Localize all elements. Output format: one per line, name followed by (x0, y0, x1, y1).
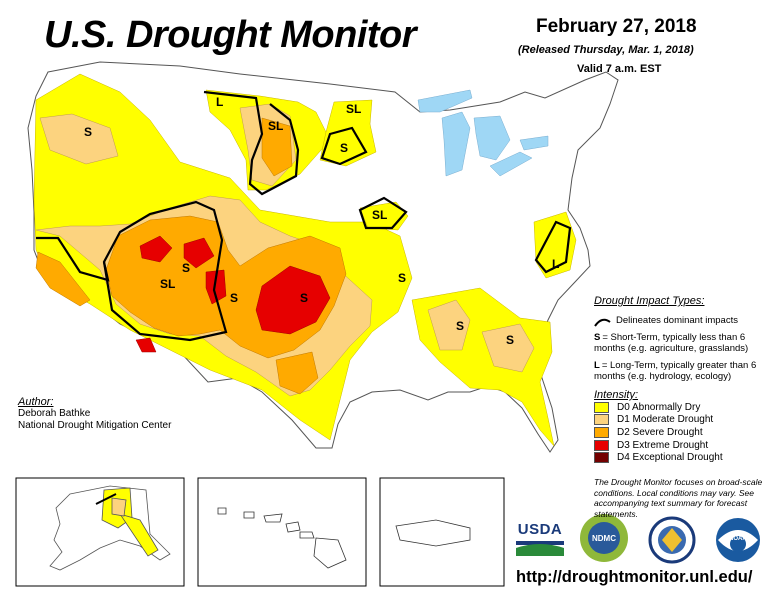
map-date: February 27, 2018 (536, 16, 697, 37)
impact-label: S (84, 125, 92, 139)
drought-monitor-note: The Drought Monitor focuses on broad-sca… (594, 477, 763, 519)
usda-logo (516, 541, 564, 556)
impact-labels: S L SL SL S SL S S S SL S S L S S (84, 95, 559, 347)
ndmc-logo-text: NDMC (592, 533, 616, 543)
impact-s-key: S (594, 332, 601, 343)
impact-delineates-text: Delineates dominant impacts (616, 315, 738, 326)
impact-short-term: S = Short-Term, typically less than 6 mon… (594, 332, 770, 354)
hawaii-map (217, 507, 347, 569)
intensity-legend-title: Intensity: (594, 389, 639, 401)
legend-label: D0 Abnormally Dry (617, 401, 701, 413)
impact-label: S (230, 291, 238, 305)
website-link[interactable]: http://droughtmonitor.unl.edu/ (516, 568, 753, 586)
d3-regions (135, 235, 331, 353)
impact-label: S (182, 261, 190, 275)
puerto-rico-map (395, 519, 471, 547)
legend-swatch (594, 426, 609, 438)
impact-legend: Drought Impact Types: Delineates dominan… (594, 295, 770, 383)
release-date: (Released Thursday, Mar. 1, 2018) (518, 44, 694, 56)
impact-long-term: L = Long-Term, typically greater than 6 m… (594, 360, 770, 382)
legend-label: D4 Exceptional Drought (617, 452, 723, 464)
usda-logo-text: USDA (517, 521, 563, 538)
legend-swatch (594, 452, 609, 464)
hawaii-inset (197, 477, 367, 587)
legend-label: D3 Extreme Drought (617, 439, 709, 451)
noaa-logo-text: NOAA (729, 536, 747, 542)
impact-label: S (456, 319, 464, 333)
impact-s-text: = Short-Term, typically less than 6 mont… (594, 332, 749, 354)
impact-label: S (398, 271, 406, 285)
author-org: National Drought Mitigation Center (18, 420, 172, 431)
author-name: Deborah Bathke (18, 408, 91, 419)
impact-label: S (506, 333, 514, 347)
noaa-logo (716, 518, 760, 562)
author-block: Author: Deborah Bathke National Drought … (18, 396, 171, 432)
commerce-seal-logo (648, 516, 696, 564)
impact-line-sample (594, 318, 611, 327)
legend-swatch (594, 414, 609, 426)
legend-label: D1 Moderate Drought (617, 414, 714, 426)
great-lakes (417, 89, 549, 177)
legend-item-d0: D0 Abnormally Dry (594, 401, 770, 414)
impact-label: S (340, 141, 348, 155)
legend-label: D2 Severe Drought (617, 426, 703, 438)
impact-label: SL (268, 119, 283, 133)
legend-item-d2: D2 Severe Drought (594, 426, 770, 439)
impact-l-text: = Long-Term, typically greater than 6 mo… (594, 360, 757, 382)
legend-swatch (594, 439, 609, 451)
legend-swatch (594, 401, 609, 413)
impact-label: SL (160, 277, 175, 291)
page-title: U.S. Drought Monitor (44, 14, 417, 56)
impact-legend-title: Drought Impact Types: (594, 295, 705, 307)
impact-label: SL (346, 102, 361, 116)
ndmc-logo (580, 514, 628, 562)
legend-item-d3: D3 Extreme Drought (594, 439, 770, 452)
valid-time: Valid 7 a.m. EST (577, 63, 662, 75)
impact-label: L (216, 95, 223, 109)
impact-boundaries (36, 90, 572, 342)
legend-item-d4: D4 Exceptional Drought (594, 451, 770, 464)
intensity-legend: Intensity: D0 Abnormally Dry D1 Moderate… (594, 389, 770, 464)
impact-l-key: L (594, 360, 600, 371)
author-label: Author: (18, 396, 54, 408)
legend-item-d1: D1 Moderate Drought (594, 414, 770, 427)
impact-label: L (552, 257, 559, 271)
impact-label: S (300, 291, 308, 305)
impact-label: SL (372, 208, 387, 222)
